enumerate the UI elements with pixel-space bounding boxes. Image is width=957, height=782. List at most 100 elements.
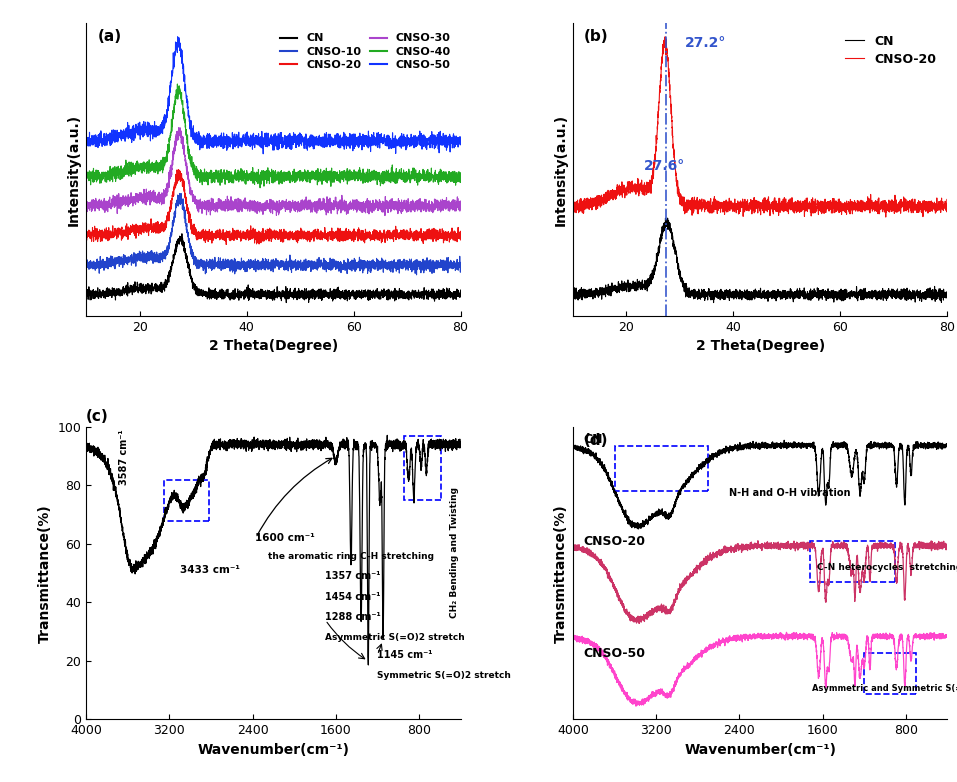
- CN: [455, 285, 466, 295]
- CNSO-20: [727, 200, 739, 210]
- CNSO-40: [240, 174, 252, 183]
- CNSO-20: [711, 199, 723, 209]
- Text: 1288 cm⁻¹: 1288 cm⁻¹: [325, 612, 381, 622]
- Text: Asymmetric S(=O)2 stretch: Asymmetric S(=O)2 stretch: [325, 633, 465, 643]
- Y-axis label: Transmittance(%): Transmittance(%): [38, 504, 52, 643]
- CNSO-40: [455, 170, 466, 180]
- CN: [610, 287, 621, 296]
- CNSO-40: [448, 177, 459, 186]
- Line: CNSO-30: CNSO-30: [86, 127, 460, 216]
- Text: 1600 cm⁻¹: 1600 cm⁻¹: [255, 533, 315, 543]
- CN: [727, 287, 739, 296]
- CNSO-40: [224, 178, 235, 187]
- CNSO-10: [145, 254, 157, 264]
- CN: [280, 298, 292, 307]
- CNSO-30: [173, 123, 185, 132]
- X-axis label: Wavenumber(cm⁻¹): Wavenumber(cm⁻¹): [684, 743, 836, 757]
- Y-axis label: Intensity(a.u.): Intensity(a.u.): [553, 113, 568, 226]
- CNSO-20: [220, 240, 232, 249]
- CNSO-10: [123, 252, 135, 261]
- CNSO-20: [455, 235, 466, 245]
- X-axis label: 2 Theta(Degree): 2 Theta(Degree): [696, 339, 825, 353]
- CNSO-50: [80, 135, 92, 145]
- CNSO-40: [123, 171, 135, 181]
- CNSO-50: [172, 32, 184, 41]
- CNSO-10: [455, 264, 466, 274]
- CNSO-40: [145, 162, 157, 171]
- Text: 1145 cm⁻¹: 1145 cm⁻¹: [377, 650, 433, 660]
- Line: CNSO-10: CNSO-10: [86, 193, 460, 274]
- Text: 27.6°: 27.6°: [644, 159, 685, 173]
- CNSO-20: [568, 198, 579, 207]
- CNSO-40: [255, 183, 266, 192]
- Line: CNSO-40: CNSO-40: [86, 84, 460, 188]
- Text: (a): (a): [98, 29, 122, 45]
- Y-axis label: Transmittance(%): Transmittance(%): [553, 504, 568, 643]
- Line: CNSO-20: CNSO-20: [86, 170, 460, 245]
- Text: CNSO-50: CNSO-50: [584, 647, 645, 659]
- Text: (c): (c): [86, 409, 109, 424]
- CNSO-10: [411, 270, 422, 279]
- CNSO-10: [240, 261, 252, 271]
- CNSO-30: [448, 201, 459, 210]
- CN: [240, 291, 252, 300]
- CN: [935, 286, 946, 296]
- Text: CH₂ Bending and Twisting: CH₂ Bending and Twisting: [451, 487, 459, 619]
- CN: [408, 291, 419, 300]
- CNSO-50: [145, 121, 157, 131]
- CNSO-50: [257, 149, 269, 159]
- CNSO-40: [80, 171, 92, 181]
- CNSO-30: [145, 194, 157, 203]
- CNSO-20: [123, 224, 135, 233]
- CNSO-20: [408, 231, 419, 240]
- Y-axis label: Intensity(a.u.): Intensity(a.u.): [67, 113, 80, 226]
- CNSO-40: [408, 173, 419, 182]
- CNSO-50: [224, 138, 235, 148]
- CNSO-30: [379, 211, 390, 221]
- Legend: CN, CNSO-20: CN, CNSO-20: [840, 30, 941, 70]
- CNSO-10: [408, 263, 419, 272]
- Text: 27.2°: 27.2°: [685, 36, 726, 50]
- CNSO-30: [123, 196, 135, 206]
- Text: Asymmetric and Symmetric S(=O)2 stretch: Asymmetric and Symmetric S(=O)2 stretch: [812, 684, 957, 694]
- Text: 1454 cm⁻¹: 1454 cm⁻¹: [325, 591, 381, 601]
- Legend: CN, CNSO-10, CNSO-20, CNSO-30, CNSO-40, CNSO-50: CN, CNSO-10, CNSO-20, CNSO-30, CNSO-40, …: [276, 29, 455, 74]
- Text: 3587 cm⁻¹: 3587 cm⁻¹: [119, 430, 128, 486]
- CNSO-20: [173, 165, 185, 174]
- Text: the aromatic ring C-H stretching: the aromatic ring C-H stretching: [268, 551, 434, 561]
- Line: CNSO-50: CNSO-50: [86, 37, 460, 154]
- CNSO-30: [224, 204, 235, 213]
- CN: [894, 289, 905, 298]
- CNSO-50: [448, 129, 459, 138]
- CNSO-20: [145, 214, 157, 224]
- CN: [662, 213, 674, 223]
- CNSO-20: [935, 198, 946, 207]
- Text: CNSO-20: CNSO-20: [584, 536, 645, 548]
- CNSO-20: [610, 187, 621, 196]
- Text: C-N heterocycles  stretching mode: C-N heterocycles stretching mode: [817, 563, 957, 572]
- Text: N-H and O-H vibration: N-H and O-H vibration: [729, 489, 851, 498]
- CN: [176, 229, 188, 239]
- CNSO-30: [80, 207, 92, 217]
- CN: [711, 289, 723, 299]
- Line: CNSO-20: CNSO-20: [573, 37, 947, 217]
- CN: [633, 280, 644, 289]
- CN: [942, 290, 953, 300]
- X-axis label: 2 Theta(Degree): 2 Theta(Degree): [209, 339, 338, 353]
- Text: Symmetric S(=O)2 stretch: Symmetric S(=O)2 stretch: [377, 672, 511, 680]
- CNSO-10: [448, 257, 459, 267]
- CNSO-10: [224, 264, 235, 274]
- CN: [708, 298, 720, 307]
- CNSO-40: [171, 79, 183, 88]
- CNSO-20: [880, 213, 892, 222]
- CNSO-20: [894, 203, 905, 213]
- Text: 1357 cm⁻¹: 1357 cm⁻¹: [325, 571, 381, 581]
- CNSO-50: [408, 138, 419, 147]
- CNSO-20: [633, 181, 644, 191]
- Text: 3433 cm⁻¹: 3433 cm⁻¹: [180, 565, 239, 576]
- CNSO-10: [80, 253, 92, 263]
- CN: [123, 289, 135, 298]
- CN: [568, 286, 579, 296]
- Bar: [614, 447, 708, 490]
- CNSO-20: [240, 231, 252, 240]
